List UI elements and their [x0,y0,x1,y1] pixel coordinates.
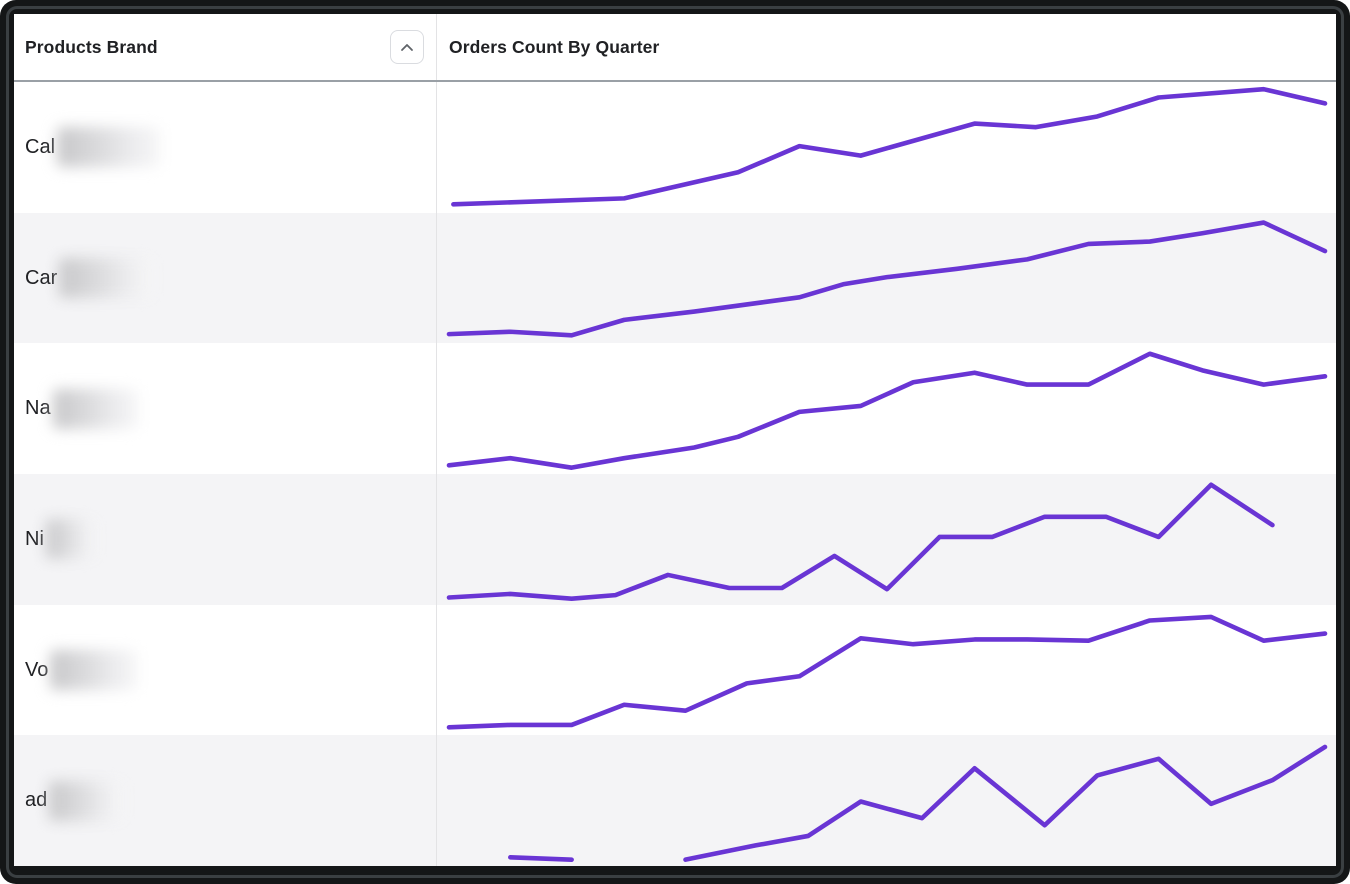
table-row: Na [14,343,1336,475]
table-row: Ni [14,474,1336,605]
sparkline-cell [437,605,1336,736]
sparkline-chart [449,741,1325,860]
brand-cell: Car [14,212,437,344]
sparkline-chart [449,480,1325,599]
sparkline-cell [437,82,1336,213]
sort-button[interactable] [390,30,424,64]
sparkline-cell [437,735,1336,866]
redacted-label-blur [50,650,138,691]
sparkline-cell [437,213,1336,344]
column-header-orders-count: Orders Count By Quarter [437,14,1336,80]
brand-label: Car [25,266,58,289]
brand-label: Ni [25,527,44,550]
table-row: Cal [14,82,1336,213]
sparkline-chart [449,349,1325,468]
column-header-products-brand: Products Brand [14,14,437,80]
table-header: Products Brand Orders Count By Quarter [14,14,1336,82]
redacted-label-blur [52,388,138,429]
redacted-label-blur [49,780,125,821]
brand-cell: Ni [14,474,437,605]
table-row: ad [14,735,1336,866]
table-row: Vo [14,604,1336,736]
sparkline-chart [449,88,1325,207]
redacted-label-blur [59,258,154,298]
brand-label: Cal [25,135,56,158]
sparkline-chart [449,219,1325,338]
brand-cell: Na [14,343,437,475]
sparkline-cell [437,343,1336,474]
table-body: Cal Car Na [14,82,1336,866]
chevron-up-icon [400,43,414,52]
table-row: Car [14,212,1336,344]
brand-cell: Vo [14,604,437,736]
redacted-label-blur [45,519,96,560]
redacted-label-blur [57,127,161,168]
sparkline-chart [449,611,1325,730]
sparkline-cell [437,474,1336,605]
column-header-label: Orders Count By Quarter [449,36,660,57]
brand-cell: ad [14,735,437,866]
brand-cell: Cal [14,82,437,213]
table-widget: Products Brand Orders Count By Quarter C… [14,14,1336,866]
brand-label: Na [25,397,51,420]
brand-label: Vo [25,658,49,681]
brand-label: ad [25,789,48,812]
column-header-label: Products Brand [25,36,158,57]
